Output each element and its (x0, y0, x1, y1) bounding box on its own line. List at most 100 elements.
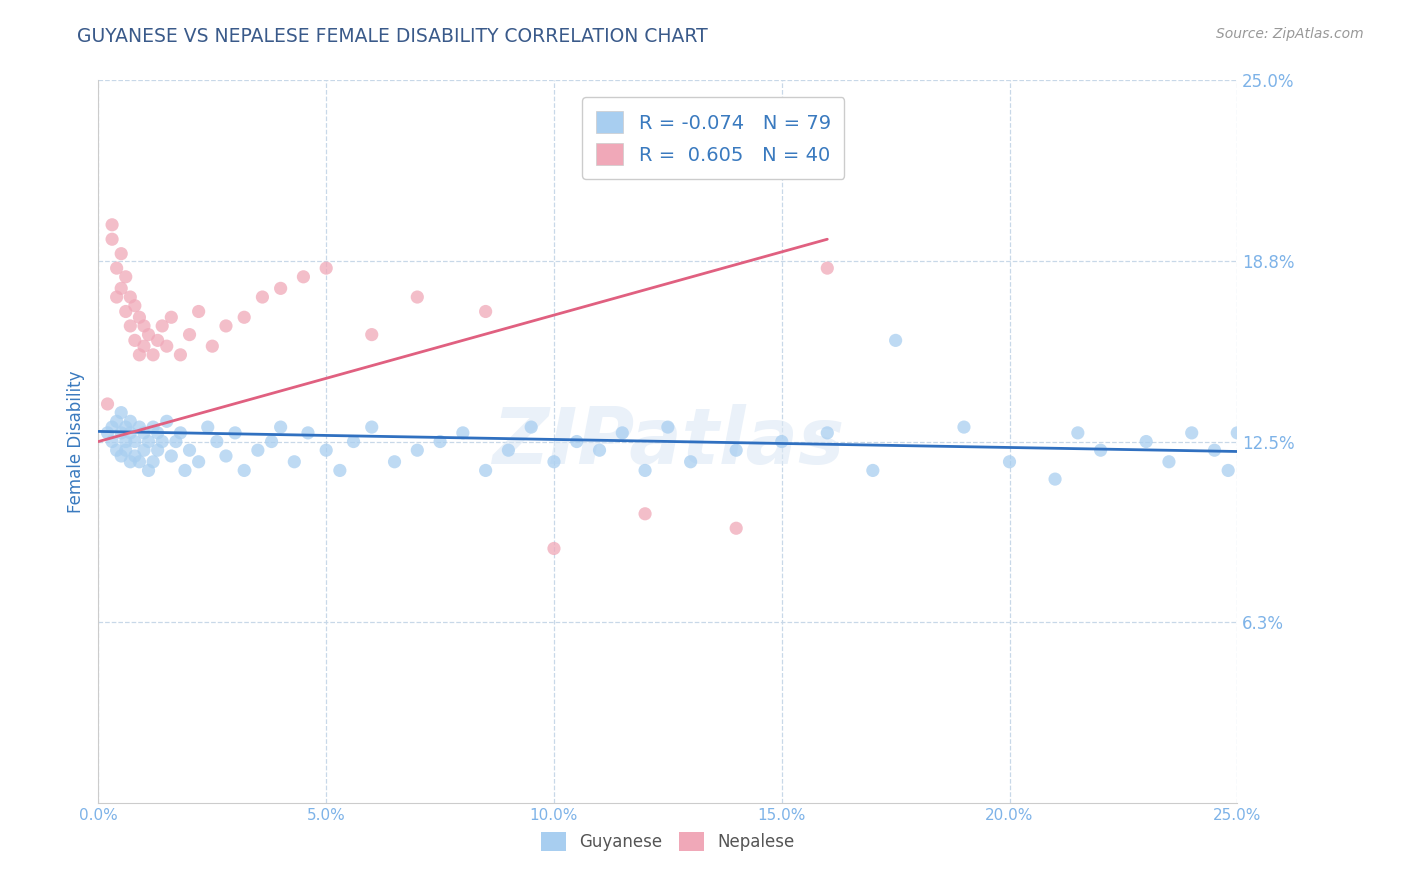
Point (360, 327, 382, 342)
Point (474, 463, 496, 477)
Point (132, 425, 155, 440)
Point (160, 449, 183, 463)
Point (142, 420, 165, 434)
Point (101, 434, 124, 449)
Point (114, 420, 136, 434)
Point (128, 420, 150, 434)
Point (124, 434, 146, 449)
Point (292, 269, 315, 284)
Point (110, 406, 132, 420)
Point (315, 443, 337, 458)
Point (342, 434, 364, 449)
Point (1234, 593, 1257, 607)
Point (429, 434, 451, 449)
Point (169, 425, 191, 440)
Point (156, 339, 179, 353)
Point (474, 304, 496, 318)
Point (360, 420, 382, 434)
Point (105, 290, 128, 304)
Point (406, 443, 429, 458)
Text: Source: ZipAtlas.com: Source: ZipAtlas.com (1216, 27, 1364, 41)
Point (612, 425, 634, 440)
Point (1226, 425, 1249, 440)
Point (201, 339, 224, 353)
Point (124, 299, 146, 313)
Point (679, 455, 702, 469)
Point (174, 463, 197, 477)
Point (283, 455, 305, 469)
Point (252, 290, 274, 304)
Point (114, 434, 136, 449)
Point (725, 521, 748, 535)
Point (128, 455, 150, 469)
Point (1067, 425, 1090, 440)
Point (114, 269, 136, 284)
Point (114, 304, 136, 318)
Point (451, 425, 474, 440)
Point (725, 443, 748, 458)
Point (233, 310, 256, 325)
Point (205, 434, 228, 449)
Point (1157, 455, 1180, 469)
Point (120, 290, 142, 304)
Point (953, 420, 976, 434)
Point (110, 281, 132, 295)
Point (862, 463, 884, 477)
Point (114, 443, 136, 458)
Point (96, 397, 118, 411)
Point (187, 455, 209, 469)
Point (105, 443, 128, 458)
Point (105, 261, 128, 276)
Point (120, 318, 142, 333)
Point (142, 455, 165, 469)
Point (156, 414, 179, 428)
Point (101, 218, 124, 232)
Point (146, 443, 169, 458)
Point (520, 420, 543, 434)
Point (406, 290, 429, 304)
Point (224, 425, 246, 440)
Point (132, 339, 155, 353)
Point (815, 261, 838, 276)
Point (146, 425, 169, 440)
Point (815, 425, 838, 440)
Point (215, 449, 238, 463)
Point (1090, 443, 1112, 458)
Point (197, 420, 219, 434)
Point (1135, 434, 1157, 449)
Point (588, 443, 610, 458)
Point (101, 420, 124, 434)
Point (150, 318, 173, 333)
Point (101, 232, 124, 246)
Legend: Guyanese, Nepalese: Guyanese, Nepalese (533, 823, 803, 860)
Point (329, 463, 352, 477)
Text: GUYANESE VS NEPALESE FEMALE DISABILITY CORRELATION CHART: GUYANESE VS NEPALESE FEMALE DISABILITY C… (77, 27, 709, 45)
Point (884, 334, 907, 348)
Text: ZIPatlas: ZIPatlas (492, 403, 844, 480)
Point (128, 310, 150, 325)
Point (124, 449, 146, 463)
Point (110, 449, 132, 463)
Point (120, 425, 142, 440)
Point (146, 334, 169, 348)
Point (246, 443, 269, 458)
Point (132, 443, 155, 458)
Point (150, 434, 173, 449)
Point (498, 443, 520, 458)
Point (138, 463, 160, 477)
Y-axis label: Female Disability: Female Disability (66, 370, 84, 513)
Point (138, 434, 160, 449)
Point (142, 348, 165, 362)
Point (1204, 443, 1226, 458)
Point (543, 455, 565, 469)
Point (138, 327, 160, 342)
Point (770, 434, 793, 449)
Point (634, 507, 657, 521)
Point (270, 281, 292, 295)
Point (270, 420, 292, 434)
Point (657, 420, 679, 434)
Point (179, 443, 201, 458)
Point (179, 327, 201, 342)
Point (998, 455, 1021, 469)
Point (128, 348, 150, 362)
